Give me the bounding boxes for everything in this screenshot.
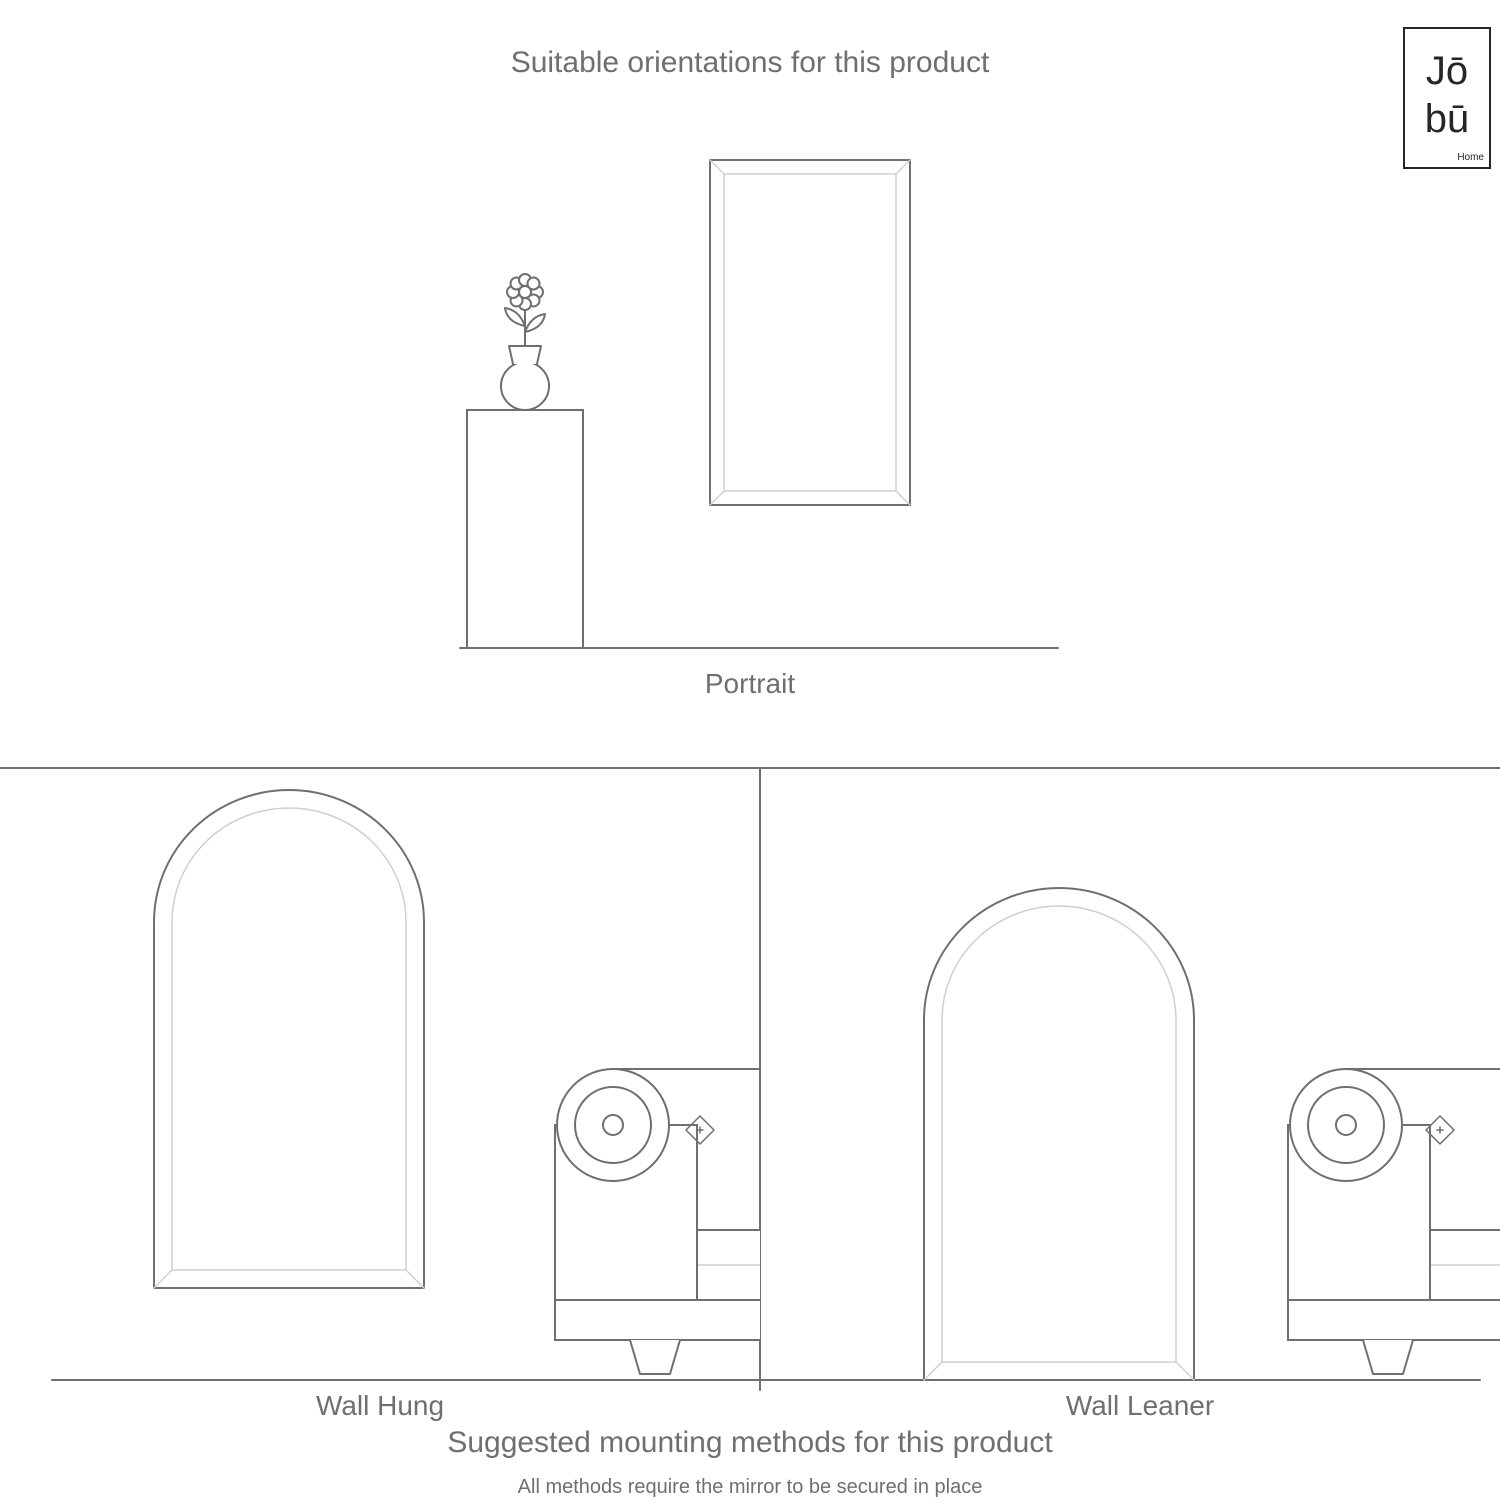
portrait-mirror-outer <box>710 160 910 505</box>
vase-neck <box>509 346 541 364</box>
logo-sub: Home <box>1457 152 1484 163</box>
footer-line-2: All methods require the mirror to be sec… <box>518 1476 983 1498</box>
hung-sofa <box>555 1069 952 1374</box>
pedestal <box>467 410 583 648</box>
logo-top: Jō <box>1426 49 1468 93</box>
wall-hung-label: Wall Hung <box>316 1390 444 1421</box>
diagram-svg: Suitable orientations for this product Jō… <box>0 0 1500 1500</box>
portrait-label: Portrait <box>705 668 795 699</box>
leaner-mirror-inner <box>942 906 1176 1362</box>
flower-leaf-left <box>505 308 525 326</box>
flower-center <box>519 286 531 298</box>
flower-leaf-right <box>525 314 545 332</box>
hung-mirror-inner <box>172 808 406 1270</box>
leaner-sofa <box>1288 1069 1500 1374</box>
vase-body <box>501 362 549 410</box>
portrait-mirror-inner <box>724 174 896 491</box>
hung-mirror-outer <box>154 790 424 1288</box>
diagram-canvas: Suitable orientations for this product Jō… <box>0 0 1500 1500</box>
wall-leaner-label: Wall Leaner <box>1066 1390 1214 1421</box>
logo-bottom: bū <box>1425 97 1470 141</box>
footer-line-1: Suggested mounting methods for this prod… <box>447 1426 1053 1459</box>
leaner-mirror-outer <box>924 888 1194 1380</box>
header-text: Suitable orientations for this product <box>511 46 990 79</box>
